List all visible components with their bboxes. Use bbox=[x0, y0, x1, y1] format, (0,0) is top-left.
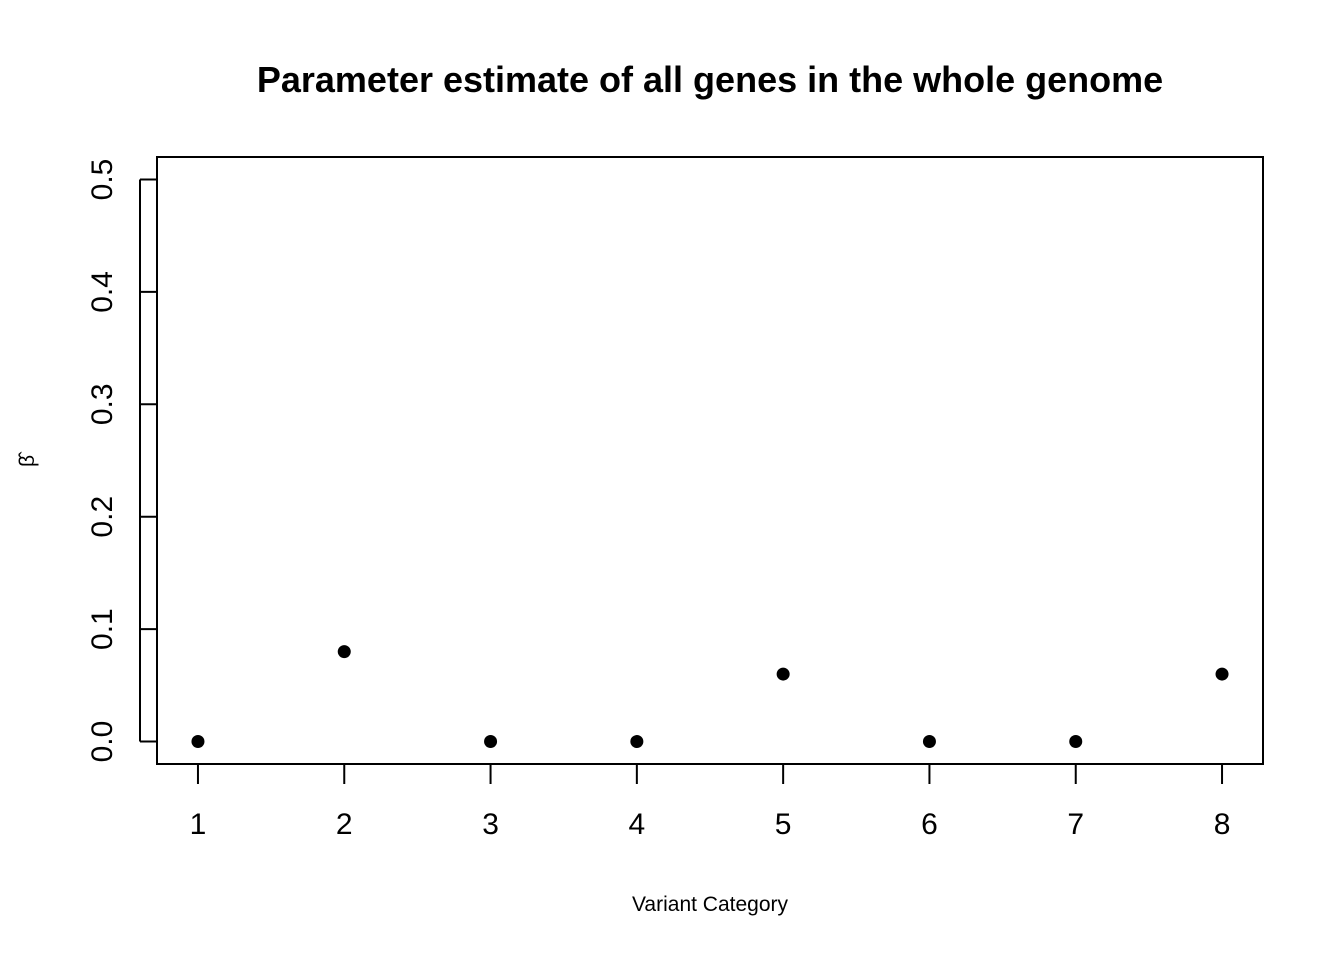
x-tick-label-2: 2 bbox=[336, 808, 353, 841]
y-tick-label-4: 0.4 bbox=[86, 271, 119, 313]
data-point-8 bbox=[1215, 667, 1229, 681]
data-point-3 bbox=[484, 735, 498, 749]
plot-frame bbox=[156, 156, 1264, 765]
data-point-1 bbox=[191, 735, 205, 749]
x-axis-label: Variant Category bbox=[632, 893, 789, 916]
x-tick-label-4: 4 bbox=[629, 808, 646, 841]
y-tick-label-5: 0.5 bbox=[86, 159, 119, 201]
chart-title: Parameter estimate of all genes in the w… bbox=[257, 59, 1163, 100]
x-tick-label-6: 6 bbox=[921, 808, 938, 841]
x-tick-label-8: 8 bbox=[1214, 808, 1231, 841]
y-axis: 0.0 0.1 0.2 0.3 0.4 0.5 bbox=[86, 159, 157, 763]
x-tick-label-1: 1 bbox=[190, 808, 207, 841]
y-tick-label-2: 0.2 bbox=[86, 496, 119, 538]
y-tick-label-3: 0.3 bbox=[86, 383, 119, 425]
data-points bbox=[191, 645, 1229, 749]
y-tick-label-1: 0.1 bbox=[86, 608, 119, 650]
data-point-2 bbox=[337, 645, 351, 659]
x-tick-label-5: 5 bbox=[775, 808, 792, 841]
y-tick-label-0: 0.0 bbox=[86, 721, 119, 763]
x-axis: 1 2 3 4 5 6 7 8 bbox=[190, 764, 1231, 841]
data-point-7 bbox=[1069, 735, 1083, 749]
data-point-4 bbox=[630, 735, 644, 749]
x-tick-label-3: 3 bbox=[482, 808, 499, 841]
y-axis-label: β̂ bbox=[16, 451, 39, 467]
data-point-6 bbox=[922, 735, 936, 749]
data-point-5 bbox=[776, 667, 790, 681]
x-tick-label-7: 7 bbox=[1067, 808, 1084, 841]
